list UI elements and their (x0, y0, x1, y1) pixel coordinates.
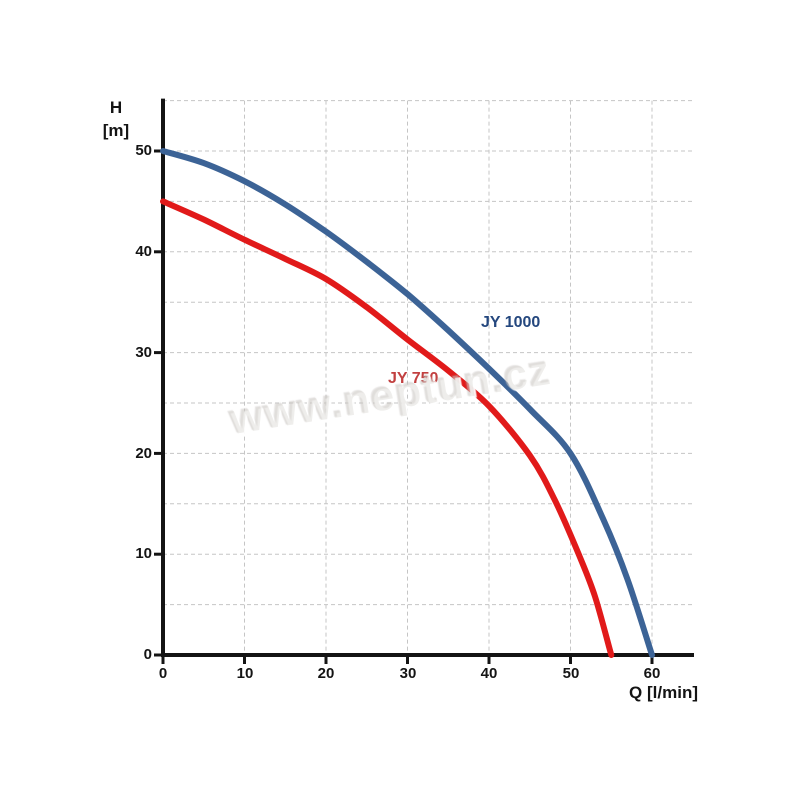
curves (160, 148, 655, 658)
gridlines (163, 100, 692, 655)
y-tick-label-20: 20 (135, 445, 152, 462)
x-tick-label-30: 30 (399, 665, 417, 682)
x-tick-label-50: 50 (562, 665, 580, 682)
y-tick-label-40: 40 (135, 243, 152, 260)
y-axis-title-line1: H (109, 98, 123, 117)
x-tick-label-60: 60 (643, 665, 661, 682)
axes (161, 98, 694, 657)
series-label-jy1000: JY 1000 (481, 314, 541, 331)
curve-jy-750 (160, 198, 615, 658)
y-tick-label-30: 30 (135, 344, 152, 361)
series-label-jy750: JY 750 (388, 370, 439, 387)
y-axis-title: H [m] (94, 96, 138, 142)
curve-jy-1000 (160, 148, 655, 658)
x-tick-label-0: 0 (158, 665, 168, 682)
y-tick-label-0: 0 (143, 646, 152, 663)
x-axis-title: Q [l/min] (629, 683, 698, 702)
x-tick-label-10: 10 (236, 665, 254, 682)
y-tick-label-10: 10 (135, 545, 152, 562)
x-tick-label-40: 40 (480, 665, 498, 682)
y-tick-label-50: 50 (135, 142, 152, 159)
x-tick-label-20: 20 (317, 665, 335, 682)
tick-marks (154, 149, 654, 664)
y-axis-title-line2: [m] (102, 121, 130, 140)
